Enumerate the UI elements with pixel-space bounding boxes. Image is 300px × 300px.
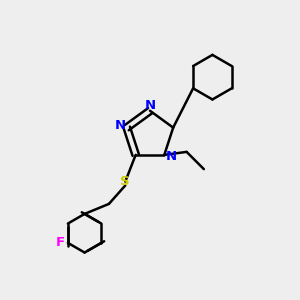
Text: N: N [115,119,126,132]
Text: N: N [144,99,156,112]
Text: S: S [121,175,130,188]
Text: N: N [165,150,176,163]
Text: F: F [56,236,65,249]
